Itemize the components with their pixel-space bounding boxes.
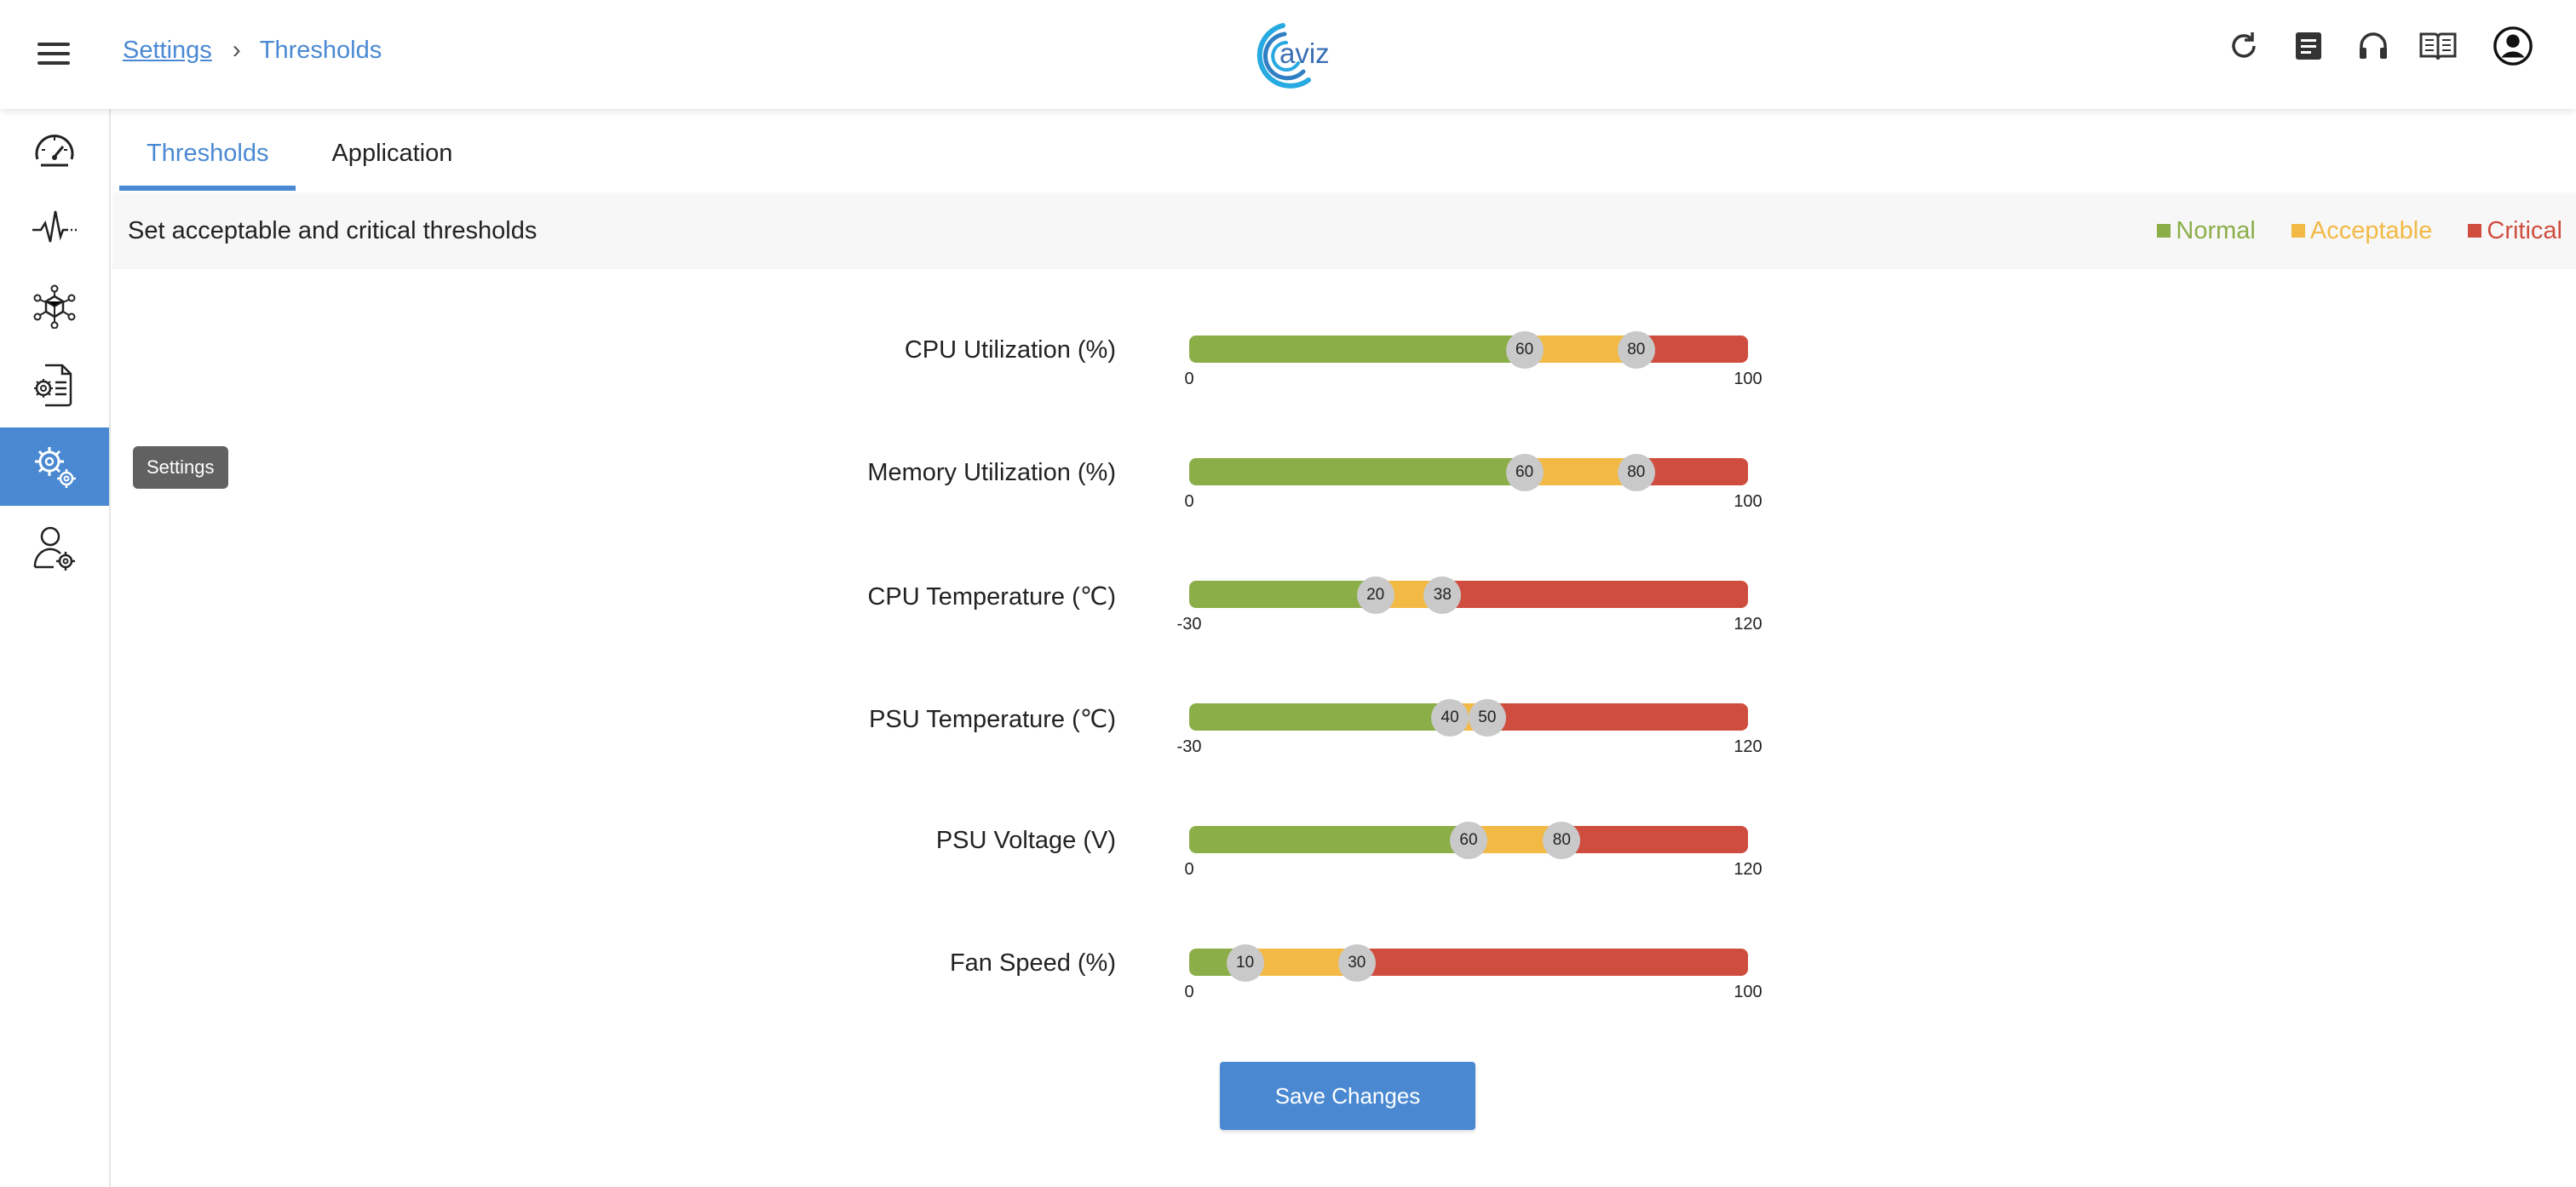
headset-icon[interactable] xyxy=(2353,26,2394,66)
threshold-label: PSU Voltage (V) xyxy=(935,827,1116,854)
sidebar-item-configuration[interactable] xyxy=(0,346,109,424)
min-tick-label: -30 xyxy=(1176,737,1202,756)
low-threshold-handle[interactable]: 20 xyxy=(1356,576,1394,614)
min-tick-label: 0 xyxy=(1184,860,1194,879)
notes-icon[interactable] xyxy=(2288,26,2329,66)
min-tick-label: 0 xyxy=(1184,983,1194,1001)
threshold-label: CPU Utilization (%) xyxy=(904,336,1116,364)
high-threshold-handle[interactable]: 50 xyxy=(1468,699,1506,737)
threshold-row-fan-speed: Fan Speed (%) 10 30 0 100 xyxy=(0,882,2576,1005)
range-track[interactable] xyxy=(1189,458,1748,485)
max-tick-label: 120 xyxy=(1734,737,1762,756)
breadcrumb: Settings › Thresholds xyxy=(123,36,382,65)
high-threshold-handle[interactable]: 80 xyxy=(1617,454,1655,491)
network-cube-icon xyxy=(33,284,76,329)
thresholds-header: Set acceptable and critical thresholds N… xyxy=(112,192,2576,269)
min-tick-label: 0 xyxy=(1184,370,1194,388)
tab-bar: Thresholds Application xyxy=(119,116,488,191)
max-tick-label: 100 xyxy=(1734,492,1762,511)
legend-acceptable: Acceptable xyxy=(2291,216,2433,245)
critical-segment xyxy=(1561,826,1748,853)
settings-gears-icon xyxy=(35,447,76,488)
range-track[interactable] xyxy=(1189,335,1748,363)
threshold-label: Memory Utilization (%) xyxy=(867,459,1116,486)
threshold-row-memory-utilization: Memory Utilization (%) 60 80 0 100 xyxy=(0,392,2576,514)
high-threshold-handle[interactable]: 80 xyxy=(1617,331,1655,369)
normal-segment xyxy=(1189,703,1451,731)
threshold-label: CPU Temperature (℃) xyxy=(867,583,1116,611)
sidebar-item-network[interactable] xyxy=(0,267,109,346)
legend-label-acceptable: Acceptable xyxy=(2309,216,2433,244)
range-track[interactable] xyxy=(1189,949,1748,976)
sidebar-item-dashboard[interactable] xyxy=(0,111,109,189)
sidebar-item-settings[interactable] xyxy=(0,427,109,506)
logo-text: aviz xyxy=(1279,37,1330,69)
breadcrumb-separator: › xyxy=(232,36,241,64)
refresh-icon[interactable] xyxy=(2223,26,2264,66)
sidebar xyxy=(0,109,111,1187)
critical-segment xyxy=(1442,581,1748,608)
threshold-row-cpu-utilization: CPU Utilization (%) 60 80 0 100 xyxy=(0,269,2576,392)
threshold-row-cpu-temperature: CPU Temperature (℃) 20 38 -30 120 xyxy=(0,514,2576,637)
config-document-icon xyxy=(34,364,72,407)
legend-critical: Critical xyxy=(2468,217,2562,245)
low-threshold-handle[interactable]: 60 xyxy=(1505,454,1544,491)
low-threshold-handle[interactable]: 40 xyxy=(1431,699,1469,737)
low-threshold-handle[interactable]: 60 xyxy=(1450,822,1487,859)
user-settings-icon xyxy=(33,526,75,571)
threshold-label: Fan Speed (%) xyxy=(949,949,1116,977)
normal-segment xyxy=(1189,826,1469,853)
critical-segment xyxy=(1356,949,1748,976)
menu-icon[interactable] xyxy=(37,39,73,68)
threshold-row-psu-temperature: PSU Temperature (℃) 40 50 -30 120 xyxy=(0,637,2576,760)
max-tick-label: 120 xyxy=(1734,615,1762,634)
low-threshold-handle[interactable]: 10 xyxy=(1226,944,1264,982)
pulse-icon xyxy=(32,210,77,243)
max-tick-label: 100 xyxy=(1734,983,1762,1001)
low-threshold-handle[interactable]: 60 xyxy=(1505,331,1544,369)
legend-swatch-acceptable xyxy=(2291,224,2305,238)
header-actions xyxy=(2199,26,2533,66)
normal-segment xyxy=(1189,335,1525,363)
account-icon[interactable] xyxy=(2493,26,2533,66)
breadcrumb-settings-link[interactable]: Settings xyxy=(123,36,212,64)
min-tick-label: 0 xyxy=(1184,492,1194,511)
sidebar-item-user-settings[interactable] xyxy=(0,509,109,588)
dashboard-gauge-icon xyxy=(35,135,74,167)
high-threshold-handle[interactable]: 30 xyxy=(1337,944,1376,982)
tab-thresholds[interactable]: Thresholds xyxy=(119,116,296,191)
legend-normal: Normal xyxy=(2157,216,2256,245)
normal-segment xyxy=(1189,458,1525,485)
max-tick-label: 120 xyxy=(1734,860,1762,879)
save-changes-button[interactable]: Save Changes xyxy=(1220,1062,1475,1130)
critical-segment xyxy=(1486,703,1748,731)
legend-swatch-normal xyxy=(2157,224,2171,238)
max-tick-label: 100 xyxy=(1734,370,1762,388)
top-header: Settings › Thresholds aviz xyxy=(0,0,2576,109)
breadcrumb-current[interactable]: Thresholds xyxy=(259,36,382,64)
legend-swatch-critical xyxy=(2468,224,2482,238)
legend: Normal Acceptable Critical xyxy=(2121,217,2562,245)
legend-label-critical: Critical xyxy=(2487,216,2562,244)
legend-label-normal: Normal xyxy=(2176,216,2256,244)
section-title: Set acceptable and critical thresholds xyxy=(128,216,538,244)
min-tick-label: -30 xyxy=(1176,615,1202,634)
sidebar-item-monitoring[interactable] xyxy=(0,189,109,267)
high-threshold-handle[interactable]: 80 xyxy=(1543,822,1581,859)
high-threshold-handle[interactable]: 38 xyxy=(1423,576,1462,614)
normal-segment xyxy=(1189,581,1376,608)
tab-application[interactable]: Application xyxy=(331,139,453,167)
range-track[interactable] xyxy=(1189,581,1748,608)
threshold-label: PSU Temperature (℃) xyxy=(869,706,1116,733)
settings-tooltip: Settings xyxy=(133,446,228,489)
threshold-row-psu-voltage: PSU Voltage (V) 60 80 0 120 xyxy=(0,760,2576,882)
book-icon[interactable] xyxy=(2418,26,2458,66)
aviz-logo: aviz xyxy=(1245,19,1339,92)
